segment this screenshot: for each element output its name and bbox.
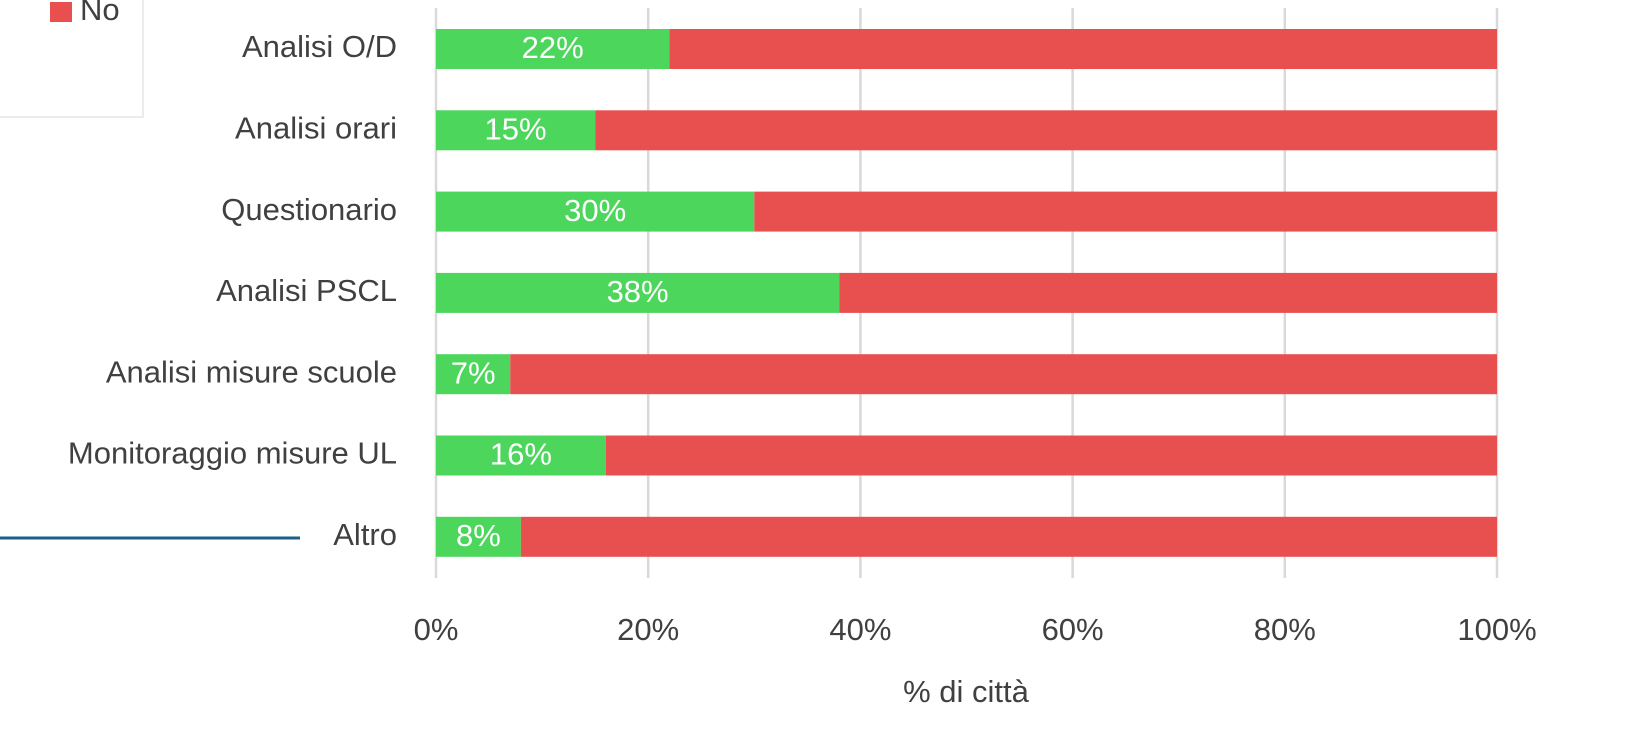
x-axis-title: % di città [903,674,1030,709]
y-tick-label: Analisi misure scuole [106,354,397,389]
legend-label: No [80,0,120,27]
x-tick-label: 0% [414,612,459,647]
bar-segment [436,272,840,313]
y-tick-label: Altro [333,517,397,552]
x-tick-label: 60% [1042,612,1104,647]
bar-segment [436,110,596,151]
bar-segment [669,29,1497,69]
bar-segment [595,110,1497,151]
bar-segment [436,354,511,395]
data-label: 16% [490,437,552,472]
data-label: 38% [607,274,669,309]
y-tick-label: Analisi O/D [242,29,397,64]
bar-segment [754,191,1497,232]
x-tick-label: 80% [1254,612,1316,647]
bar-segment [510,354,1497,395]
x-tick-label: 40% [829,612,891,647]
bar-segment [436,435,606,476]
y-tick-label: Analisi orari [235,110,397,145]
y-tick-label: Monitoraggio misure UL [68,436,397,471]
x-tick-label: 20% [617,612,679,647]
bar-segment [605,435,1497,476]
data-label: 22% [522,30,584,65]
x-tick-label: 100% [1457,612,1536,647]
y-tick-label: Questionario [221,192,397,227]
bar-segment [436,29,670,69]
data-label: 8% [456,518,501,553]
bar-segment [520,516,1497,557]
data-label: 15% [485,111,547,146]
bar-segment [436,191,755,232]
bar-segment [839,272,1497,313]
data-label: 7% [451,355,496,390]
legend-swatch [50,2,72,22]
y-tick-label: Analisi PSCL [216,273,397,308]
data-label: 30% [564,193,626,228]
bar-segment [436,516,521,557]
